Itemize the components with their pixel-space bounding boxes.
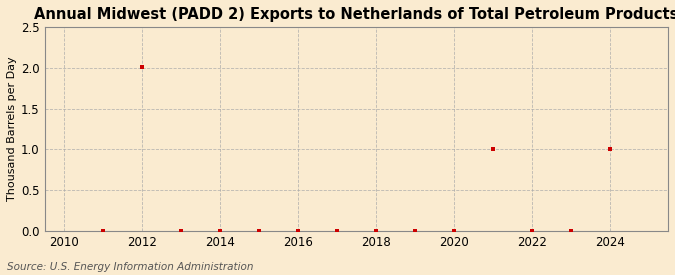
Point [526, 229, 537, 233]
Y-axis label: Thousand Barrels per Day: Thousand Barrels per Day [7, 57, 17, 201]
Point [371, 229, 381, 233]
Point [176, 229, 186, 233]
Title: Annual Midwest (PADD 2) Exports to Netherlands of Total Petroleum Products: Annual Midwest (PADD 2) Exports to Nethe… [34, 7, 675, 22]
Point [136, 65, 147, 69]
Point [98, 229, 109, 233]
Point [487, 147, 498, 152]
Point [215, 229, 225, 233]
Point [409, 229, 420, 233]
Point [254, 229, 265, 233]
Point [292, 229, 303, 233]
Point [565, 229, 576, 233]
Point [448, 229, 459, 233]
Point [331, 229, 342, 233]
Text: Source: U.S. Energy Information Administration: Source: U.S. Energy Information Administ… [7, 262, 253, 272]
Point [604, 147, 615, 152]
